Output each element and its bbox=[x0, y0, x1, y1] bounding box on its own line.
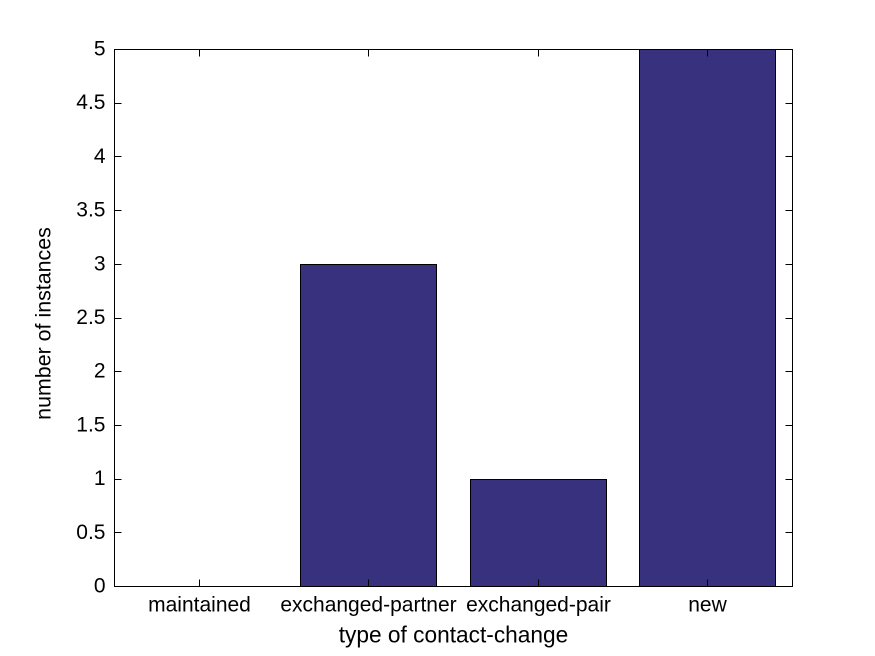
svg-text:1: 1 bbox=[94, 467, 106, 490]
svg-text:4: 4 bbox=[94, 145, 106, 168]
svg-text:number of instances: number of instances bbox=[32, 227, 56, 420]
svg-text:maintained: maintained bbox=[148, 594, 251, 617]
svg-text:0: 0 bbox=[94, 575, 106, 598]
svg-text:2: 2 bbox=[94, 360, 106, 383]
svg-text:1.5: 1.5 bbox=[76, 413, 105, 436]
svg-text:exchanged-partner: exchanged-partner bbox=[280, 594, 456, 617]
svg-text:3: 3 bbox=[94, 252, 106, 275]
svg-text:3.5: 3.5 bbox=[76, 199, 105, 222]
svg-text:5: 5 bbox=[94, 38, 106, 61]
svg-text:0.5: 0.5 bbox=[76, 521, 105, 544]
svg-text:new: new bbox=[688, 594, 727, 617]
svg-text:2.5: 2.5 bbox=[76, 306, 105, 329]
svg-text:4.5: 4.5 bbox=[76, 91, 105, 114]
svg-text:exchanged-pair: exchanged-pair bbox=[466, 594, 611, 617]
svg-text:type of contact-change: type of contact-change bbox=[339, 622, 569, 648]
